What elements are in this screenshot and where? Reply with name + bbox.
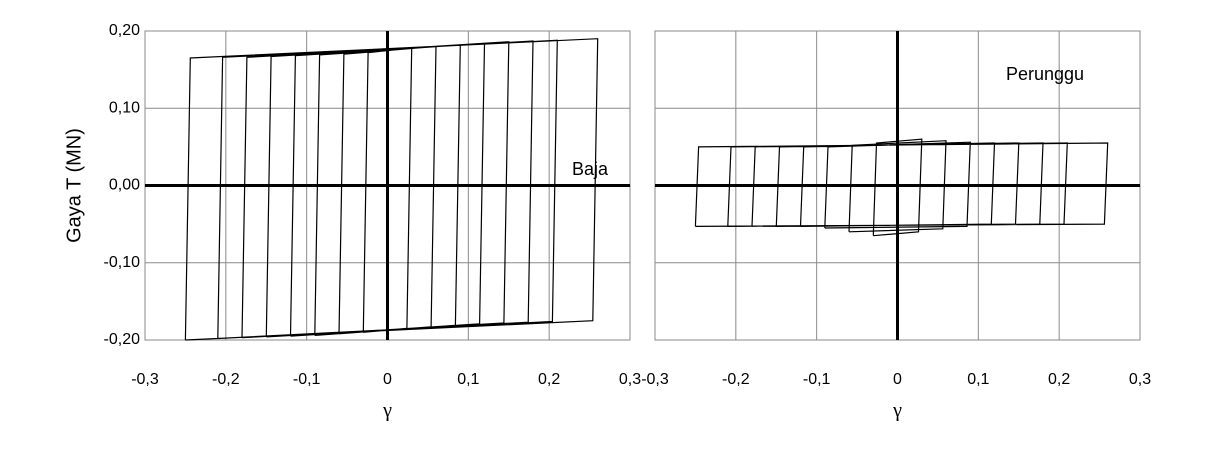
x-tick-label: -0,3 xyxy=(131,371,159,388)
hysteresis-line xyxy=(694,138,1109,237)
x-tick-label: -0,1 xyxy=(803,371,831,388)
x-tick-label: 0 xyxy=(383,371,392,388)
x-tick-label: 0,2 xyxy=(538,371,560,388)
x-tick-label: 0,1 xyxy=(457,371,479,388)
x-tick-label: 0,3 xyxy=(1129,371,1151,388)
x-tick-label: 0 xyxy=(893,371,902,388)
y-axis-label: Gaya T (MN) xyxy=(63,128,85,243)
x-tick-label: -0,3 xyxy=(641,371,669,388)
annotation: Baja xyxy=(572,159,609,179)
x-tick-label: -0,2 xyxy=(212,371,240,388)
x-tick-label: -0,2 xyxy=(722,371,750,388)
x-tick-label: 0,2 xyxy=(1048,371,1070,388)
x-axis-label: γ xyxy=(382,400,392,422)
x-tick-label: 0,1 xyxy=(967,371,989,388)
x-tick-label: 0,3 xyxy=(619,371,641,388)
y-tick-label: 0,20 xyxy=(109,22,140,39)
x-axis-label: γ xyxy=(892,400,902,422)
y-tick-label: 0,10 xyxy=(109,99,140,116)
annotation: Perunggu xyxy=(1006,64,1084,84)
y-tick-label: 0,00 xyxy=(109,177,140,194)
y-tick-label: -0,20 xyxy=(104,331,141,348)
x-tick-label: -0,1 xyxy=(293,371,321,388)
y-tick-label: -0,10 xyxy=(104,254,141,271)
hysteresis-line xyxy=(184,38,599,341)
